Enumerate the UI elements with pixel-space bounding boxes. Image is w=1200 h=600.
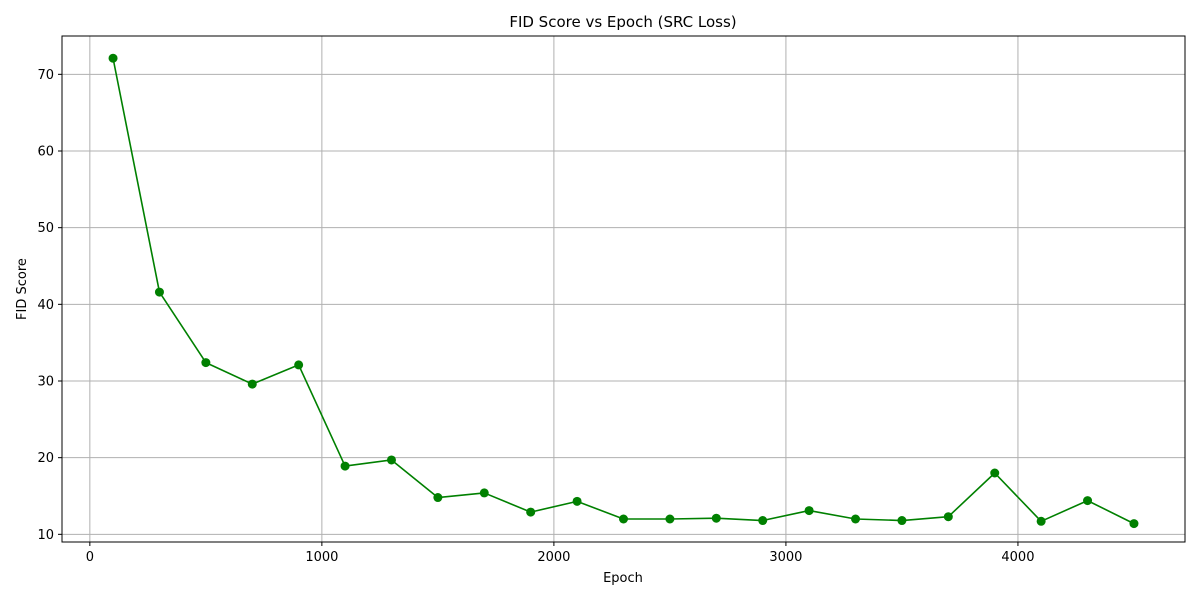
data-point xyxy=(386,455,396,465)
y-tick-label: 10 xyxy=(37,528,54,543)
data-point xyxy=(804,506,814,516)
data-point xyxy=(294,360,304,370)
y-axis-label: FID Score xyxy=(15,258,30,320)
x-axis-label: Epoch xyxy=(603,571,643,586)
data-point xyxy=(1083,496,1093,506)
x-tick-label: 4000 xyxy=(1001,550,1034,565)
data-point xyxy=(1036,516,1046,526)
x-tick-label: 1000 xyxy=(305,550,338,565)
data-point xyxy=(1129,519,1139,529)
data-point xyxy=(758,516,768,526)
y-tick-label: 70 xyxy=(37,68,54,83)
y-tick-label: 40 xyxy=(37,298,54,313)
data-point xyxy=(340,461,350,471)
y-tick-label: 50 xyxy=(37,221,54,236)
plot-frame xyxy=(61,35,1186,543)
y-tick-label: 20 xyxy=(37,451,54,466)
series-layer xyxy=(108,53,1139,529)
data-point xyxy=(665,514,675,524)
data-point xyxy=(433,493,443,503)
x-tick-label: 2000 xyxy=(537,550,570,565)
y-tick-label: 30 xyxy=(37,375,54,390)
data-point xyxy=(711,513,721,523)
ticks: 0 1000 2000 3000 4000 10 20 30 40 50 60 70 xyxy=(37,68,1034,565)
data-point xyxy=(479,488,489,498)
data-point xyxy=(108,53,118,63)
data-point xyxy=(619,514,628,524)
chart-title: FID Score vs Epoch (SRC Loss) xyxy=(509,13,736,31)
x-tick-label: 3000 xyxy=(769,550,802,565)
data-point xyxy=(990,468,1000,478)
data-point xyxy=(897,516,907,526)
data-point xyxy=(943,512,953,522)
data-point xyxy=(851,514,861,524)
data-point xyxy=(154,287,164,297)
y-tick-label: 60 xyxy=(37,145,54,160)
data-point xyxy=(526,507,536,517)
data-point xyxy=(572,496,582,506)
data-point xyxy=(247,379,257,389)
x-tick-label: 0 xyxy=(86,550,94,565)
data-point xyxy=(201,358,211,368)
